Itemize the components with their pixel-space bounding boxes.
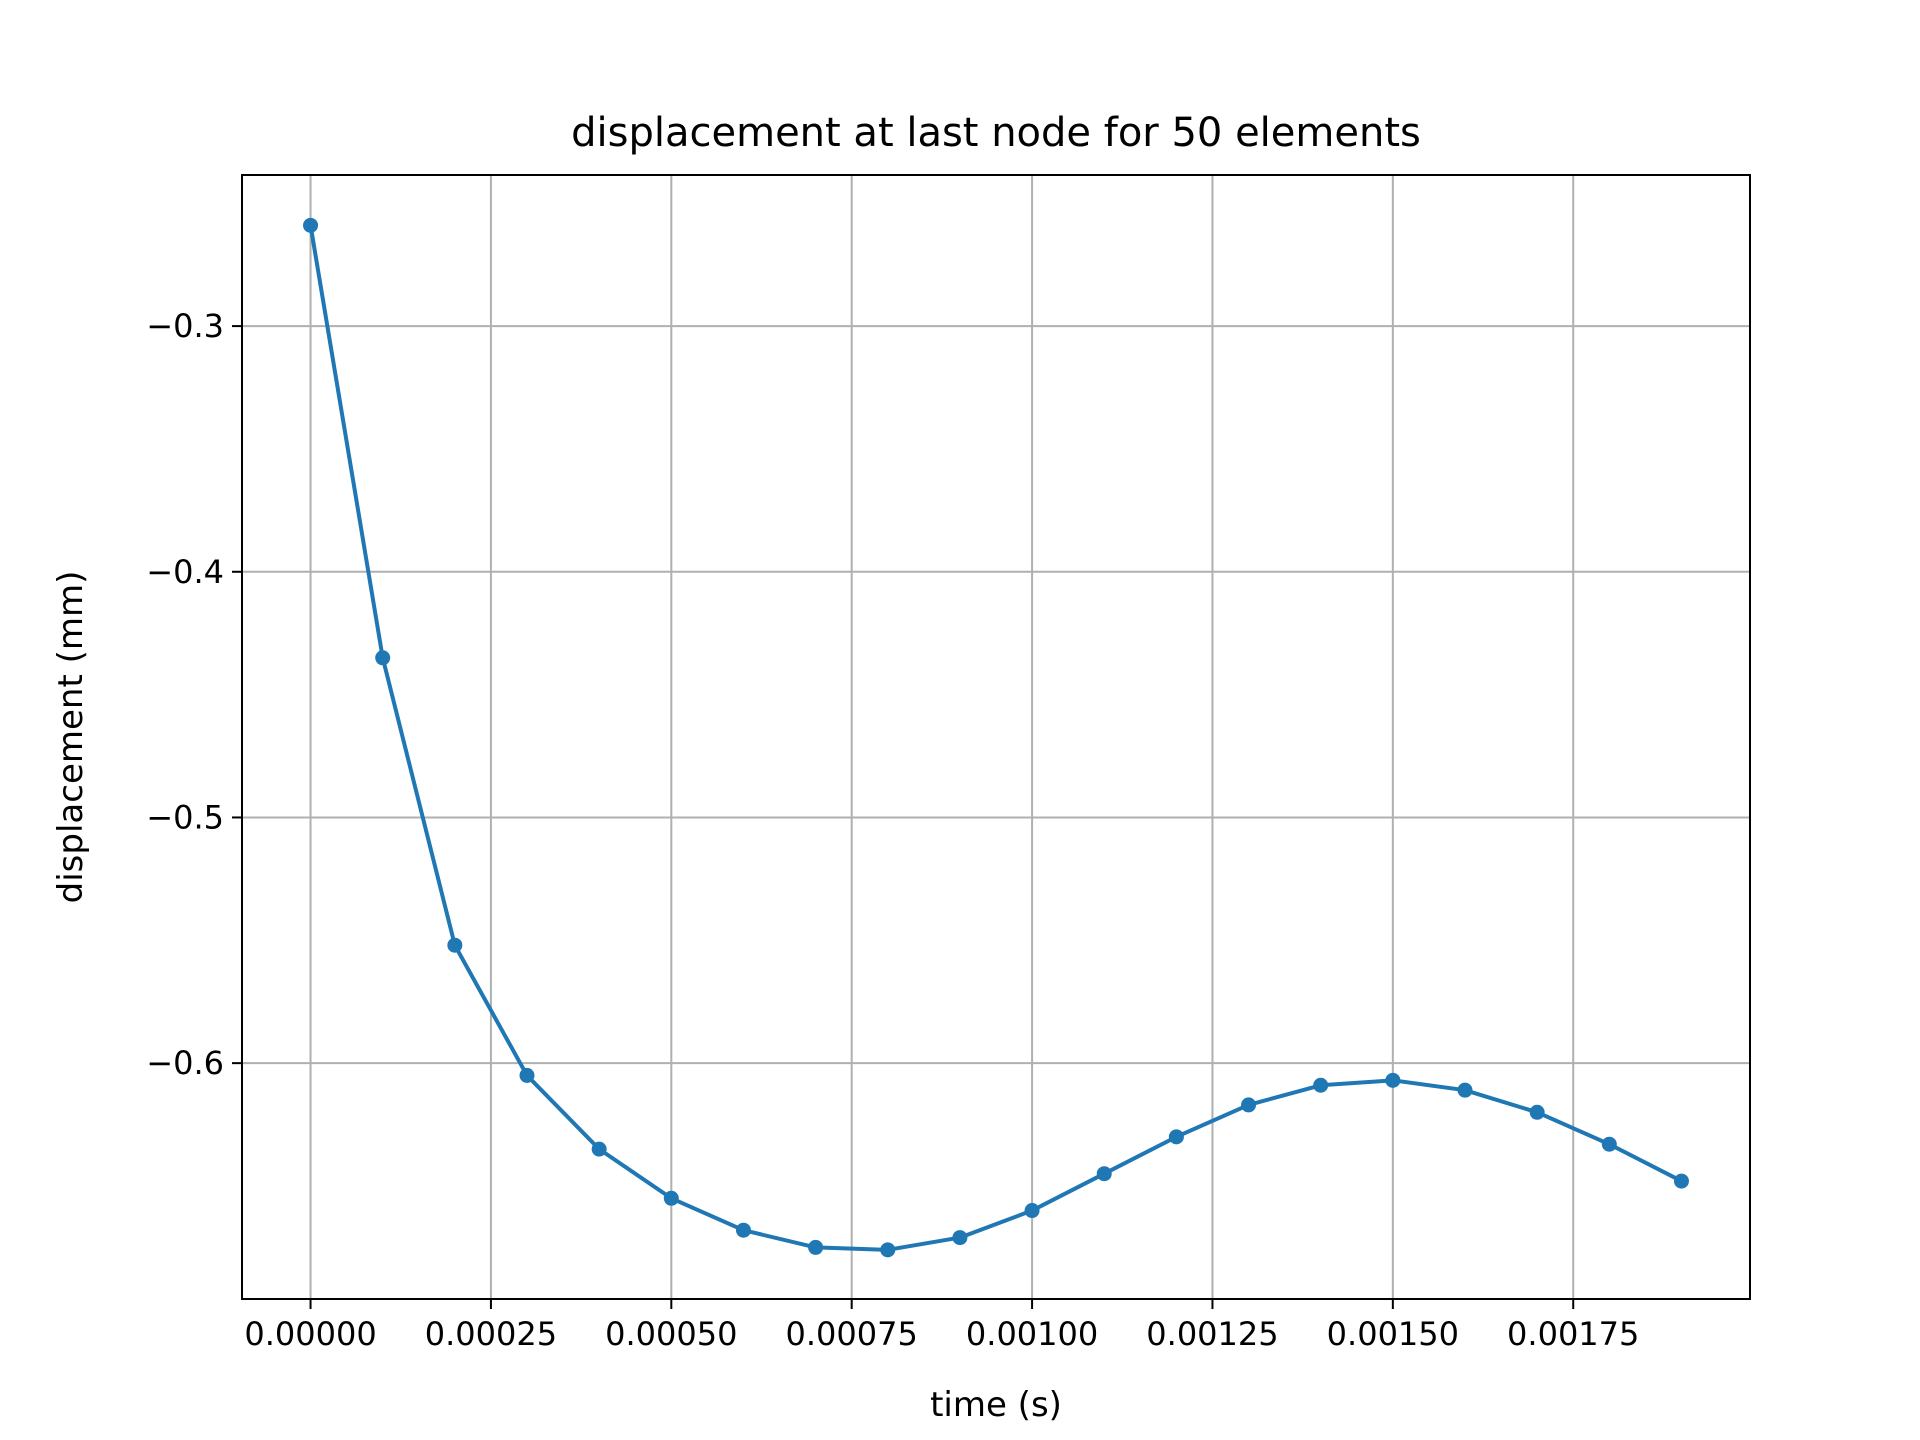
x-tick-label: 0.00100 xyxy=(966,1315,1098,1353)
data-point xyxy=(1457,1082,1473,1098)
x-tick-label: 0.00175 xyxy=(1507,1315,1639,1353)
x-tick-label: 0.00125 xyxy=(1146,1315,1278,1353)
data-point xyxy=(1096,1166,1112,1182)
data-point xyxy=(303,217,319,233)
y-tick-label: −0.5 xyxy=(146,798,224,836)
data-point xyxy=(1024,1203,1040,1219)
x-axis-label: time (s) xyxy=(930,1385,1062,1425)
chart-title: displacement at last node for 50 element… xyxy=(571,110,1421,156)
x-tick-label: 0.00000 xyxy=(244,1315,376,1353)
series-layer xyxy=(303,217,1689,1258)
data-point xyxy=(880,1242,896,1258)
x-tick-label: 0.00050 xyxy=(605,1315,737,1353)
data-point xyxy=(663,1190,679,1206)
data-point xyxy=(735,1222,751,1238)
x-tick-label: 0.00075 xyxy=(786,1315,918,1353)
data-point xyxy=(1673,1173,1689,1189)
data-point xyxy=(1385,1072,1401,1088)
x-tick-label: 0.00150 xyxy=(1327,1315,1459,1353)
data-point xyxy=(519,1067,535,1083)
data-point xyxy=(1168,1129,1184,1145)
data-point xyxy=(447,937,463,953)
y-tick-label: −0.6 xyxy=(146,1044,224,1082)
x-tick-label: 0.00025 xyxy=(425,1315,557,1353)
data-point xyxy=(375,650,391,666)
y-axis-label: displacement (mm) xyxy=(51,571,91,904)
data-point xyxy=(1601,1136,1617,1152)
data-point xyxy=(1241,1097,1257,1113)
ticks: 0.00000 0.00025 0.00050 0.00075 0.00100 0.001… xyxy=(146,307,1639,1353)
data-point xyxy=(1313,1077,1329,1093)
y-tick-label: −0.3 xyxy=(146,307,224,345)
series-line xyxy=(308,225,1683,1252)
y-tick-label: −0.4 xyxy=(146,553,224,591)
plot-frame xyxy=(241,174,1751,1300)
data-point xyxy=(591,1141,607,1157)
data-point xyxy=(1529,1104,1545,1120)
data-point xyxy=(952,1230,968,1246)
grid xyxy=(242,175,1750,1299)
data-point xyxy=(808,1239,824,1255)
